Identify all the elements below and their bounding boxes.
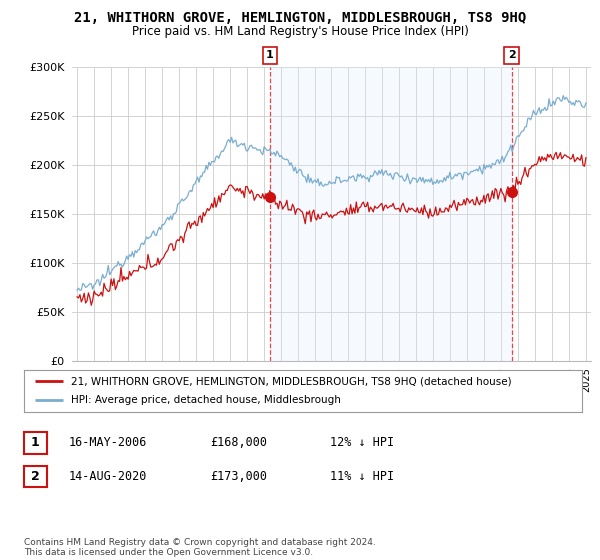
Text: 2: 2 bbox=[508, 50, 515, 60]
Text: 1: 1 bbox=[266, 50, 274, 60]
Text: 12% ↓ HPI: 12% ↓ HPI bbox=[330, 436, 394, 450]
Text: 16-MAY-2006: 16-MAY-2006 bbox=[69, 436, 148, 450]
Text: 11% ↓ HPI: 11% ↓ HPI bbox=[330, 470, 394, 483]
Text: 14-AUG-2020: 14-AUG-2020 bbox=[69, 470, 148, 483]
Text: Price paid vs. HM Land Registry's House Price Index (HPI): Price paid vs. HM Land Registry's House … bbox=[131, 25, 469, 38]
Text: £173,000: £173,000 bbox=[210, 470, 267, 483]
Text: 2: 2 bbox=[31, 470, 40, 483]
Text: 21, WHITHORN GROVE, HEMLINGTON, MIDDLESBROUGH, TS8 9HQ (detached house): 21, WHITHORN GROVE, HEMLINGTON, MIDDLESB… bbox=[71, 376, 512, 386]
Text: HPI: Average price, detached house, Middlesbrough: HPI: Average price, detached house, Midd… bbox=[71, 395, 341, 405]
Text: 1: 1 bbox=[31, 436, 40, 450]
Text: £168,000: £168,000 bbox=[210, 436, 267, 450]
Text: 21, WHITHORN GROVE, HEMLINGTON, MIDDLESBROUGH, TS8 9HQ: 21, WHITHORN GROVE, HEMLINGTON, MIDDLESB… bbox=[74, 11, 526, 25]
Text: Contains HM Land Registry data © Crown copyright and database right 2024.
This d: Contains HM Land Registry data © Crown c… bbox=[24, 538, 376, 557]
Bar bbox=[270, 67, 512, 361]
